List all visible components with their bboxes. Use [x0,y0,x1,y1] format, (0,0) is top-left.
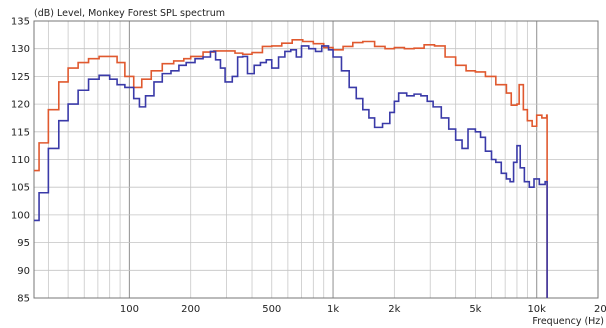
y-tick-label: 125 [11,72,30,83]
y-tick-label: 120 [11,100,30,111]
y-tick-label: 85 [17,294,30,305]
grid [33,20,599,299]
y-tick-label: 90 [17,266,30,277]
x-tick-label: 5k [469,304,481,315]
x-tick-label: 20 [594,304,606,315]
series-line-2 [34,45,548,298]
x-tick-label: 10k [527,304,546,315]
x-tick-label: 1k [327,304,339,315]
x-tick-label: 2k [388,304,400,315]
x-axis-title: Frequency (Hz) [532,316,604,327]
tick-labels: 85 90 95 100 105 110 115 120 125 130 135 100 200 500 1… [11,17,606,316]
plot-frame [33,20,599,299]
x-tick-label: 500 [262,304,281,315]
y-tick-label: 115 [11,127,30,138]
y-tick-label: 105 [11,183,30,194]
y-tick-label: 135 [11,17,30,28]
y-tick-label: 110 [11,155,30,166]
y-tick-label: 95 [17,238,30,249]
x-tick-label: 200 [181,304,200,315]
y-tick-label: 130 [11,44,30,55]
y-tick-label: 100 [11,210,30,221]
series-group [34,39,548,298]
series-line-1 [34,39,548,298]
chart-title: (dB) Level, Monkey Forest SPL spectrum [34,8,225,19]
x-tick-label: 100 [120,304,139,315]
